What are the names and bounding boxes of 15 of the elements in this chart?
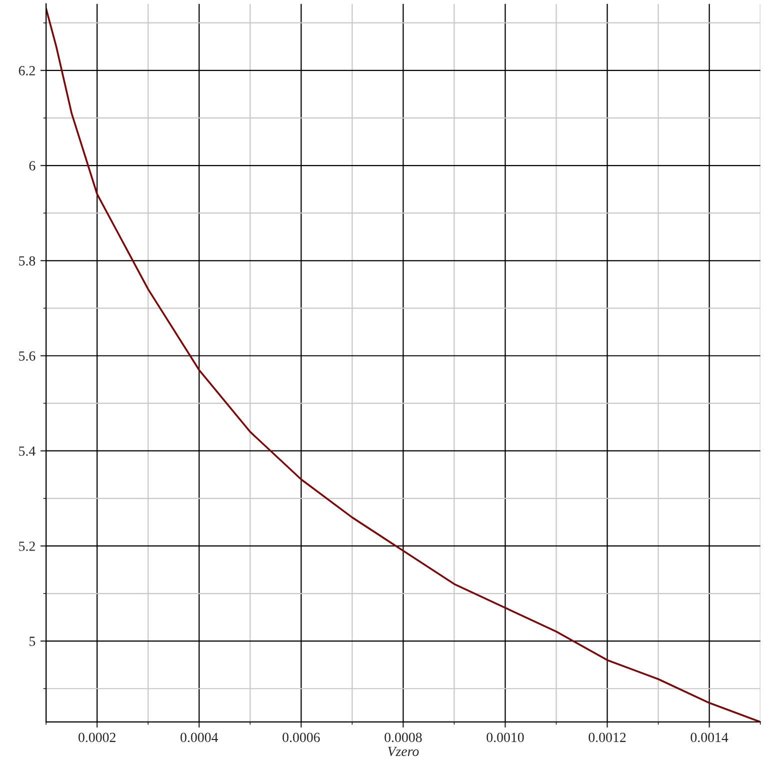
x-tick-label: 0.0004 [180,732,218,742]
x-tick-label: 0.0006 [282,732,320,742]
y-tick-label: 6 [29,161,36,170]
y-tick-label: 6.2 [18,66,35,76]
x-tick-label: 0.0002 [78,732,116,742]
y-tick-label: 5.2 [19,542,35,551]
x-tick-label: 0.0014 [690,732,728,742]
x-tick-label: 0.0008 [384,732,422,742]
x-tick-label: 0.0010 [486,732,524,742]
y-tick-label: 5.4 [19,446,36,456]
y-tick-label: 5.6 [19,351,36,361]
x-tick-label: 0.0012 [588,732,626,742]
y-tick-label: 5.8 [19,256,36,266]
x-axis-title: Vzero [388,746,419,756]
y-tick-label: 5 [30,636,36,646]
